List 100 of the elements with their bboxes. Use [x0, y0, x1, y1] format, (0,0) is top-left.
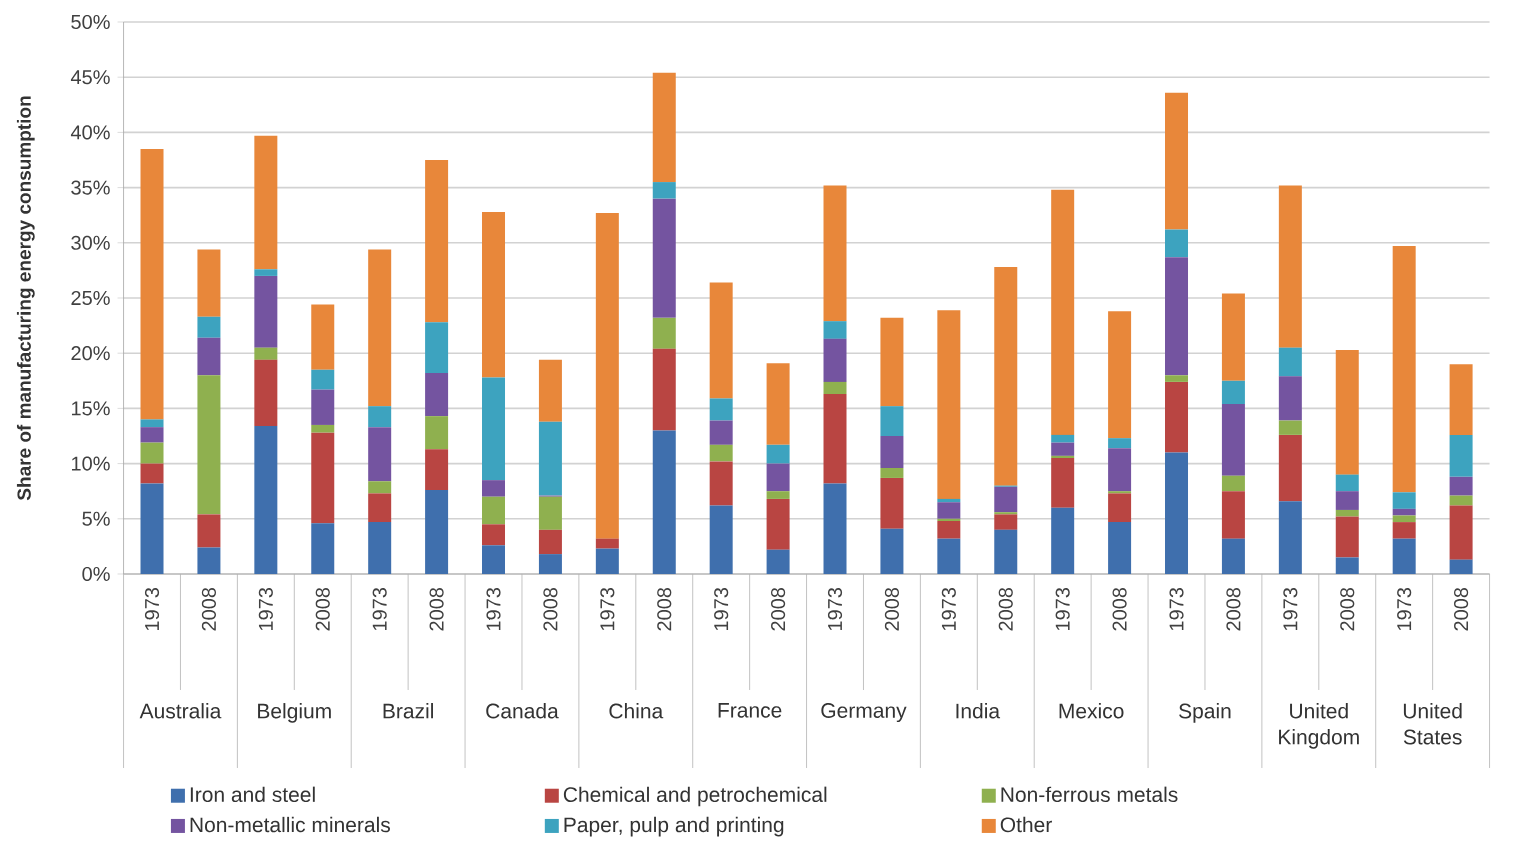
bar — [482, 211, 506, 378]
text: Mexico — [1059, 703, 1124, 719]
bar — [1278, 501, 1302, 574]
text: France — [718, 703, 782, 718]
bar — [425, 416, 449, 450]
bar — [823, 381, 847, 395]
y-tick-label: 10% — [71, 456, 110, 471]
x-tick-label: 2008 — [1226, 587, 1241, 631]
bar — [994, 512, 1018, 515]
bar — [766, 463, 790, 492]
bar — [1335, 491, 1359, 510]
bar — [1165, 229, 1189, 258]
y-tick-label: 40% — [70, 125, 110, 140]
bar — [1165, 381, 1189, 453]
legend-label: Non-ferrous metals — [1001, 786, 1178, 803]
bar — [823, 338, 847, 382]
bar — [482, 480, 506, 497]
bar — [1051, 434, 1075, 443]
bar — [1278, 185, 1302, 348]
bar — [1051, 442, 1075, 456]
x-tick-label: 1973 — [714, 587, 729, 631]
bar — [766, 549, 790, 574]
text: Germany — [821, 703, 907, 723]
bar — [1449, 434, 1473, 477]
bar — [140, 483, 164, 574]
bar — [1335, 557, 1359, 574]
x-tick-label: 1973 — [372, 587, 387, 631]
x-tick-label: 2008 — [315, 587, 330, 631]
bar — [652, 72, 676, 183]
x-tick-label: 1973 — [1397, 587, 1412, 631]
x-tick-label: 2008 — [201, 587, 216, 631]
bar — [197, 375, 221, 515]
legend-label: Chemical and petrochemical — [563, 786, 827, 807]
bar — [197, 337, 221, 376]
bar — [880, 406, 904, 436]
bar — [1165, 257, 1189, 376]
x-tick-label: 1973 — [144, 587, 160, 631]
bar — [1392, 515, 1416, 523]
text: Spain — [1179, 703, 1231, 723]
bar — [425, 490, 449, 574]
bar — [1108, 522, 1132, 574]
bar — [1449, 364, 1473, 435]
bar — [482, 524, 506, 546]
bar — [482, 545, 506, 574]
bar — [254, 359, 278, 427]
x-tick-label: 2008 — [543, 587, 558, 631]
bar — [482, 377, 506, 481]
bar — [140, 442, 164, 464]
bar — [1221, 491, 1245, 539]
bar — [1165, 375, 1189, 382]
bar — [652, 348, 676, 431]
y-axis-title: Share of manufacturing energy consumption — [16, 96, 35, 501]
bar — [311, 304, 335, 370]
bar — [1221, 475, 1245, 492]
bar — [140, 148, 164, 420]
x-tick-label: 2008 — [998, 587, 1013, 631]
bar — [937, 502, 961, 519]
bar — [937, 521, 961, 539]
bar — [425, 159, 449, 323]
bar — [425, 373, 449, 417]
bar — [197, 547, 221, 574]
x-tick-label: 1973 — [486, 587, 501, 631]
bar — [994, 529, 1018, 574]
bar — [1051, 507, 1075, 574]
x-tick-label: 2008 — [1454, 587, 1469, 631]
bar — [823, 185, 847, 322]
bar — [937, 518, 961, 521]
bar — [1335, 349, 1359, 475]
bar — [425, 322, 449, 374]
bar — [1221, 403, 1245, 476]
bar — [1392, 538, 1416, 574]
bar — [254, 426, 278, 574]
y-tick-label: 5% — [82, 511, 110, 526]
bar — [709, 461, 733, 506]
bar — [1221, 293, 1245, 381]
x-tick-label: 1973 — [1283, 587, 1298, 631]
bar — [538, 496, 562, 530]
y-tick-label: 30% — [71, 235, 110, 250]
text: United Kingdom — [1279, 703, 1359, 749]
bar — [1165, 92, 1189, 230]
bar — [652, 182, 676, 199]
bar — [1335, 516, 1359, 558]
bar — [1278, 434, 1302, 502]
x-tick-label: 1973 — [1055, 587, 1070, 631]
legend-label: Iron and steel — [190, 786, 315, 803]
x-tick-label: 1973 — [827, 587, 843, 631]
bar — [709, 444, 733, 462]
x-tick-label: 1973 — [258, 587, 273, 631]
bar — [994, 486, 1018, 513]
bar — [311, 523, 335, 574]
bar — [652, 317, 676, 349]
legend-label: Paper, pulp and printing — [564, 816, 784, 837]
bar — [368, 522, 392, 574]
bar — [652, 430, 676, 574]
x-tick-label: 2008 — [1112, 587, 1127, 631]
bar — [937, 538, 961, 574]
y-tick-label: 50% — [71, 14, 110, 30]
bar — [937, 498, 961, 503]
bar — [595, 538, 619, 549]
bar — [994, 514, 1018, 530]
